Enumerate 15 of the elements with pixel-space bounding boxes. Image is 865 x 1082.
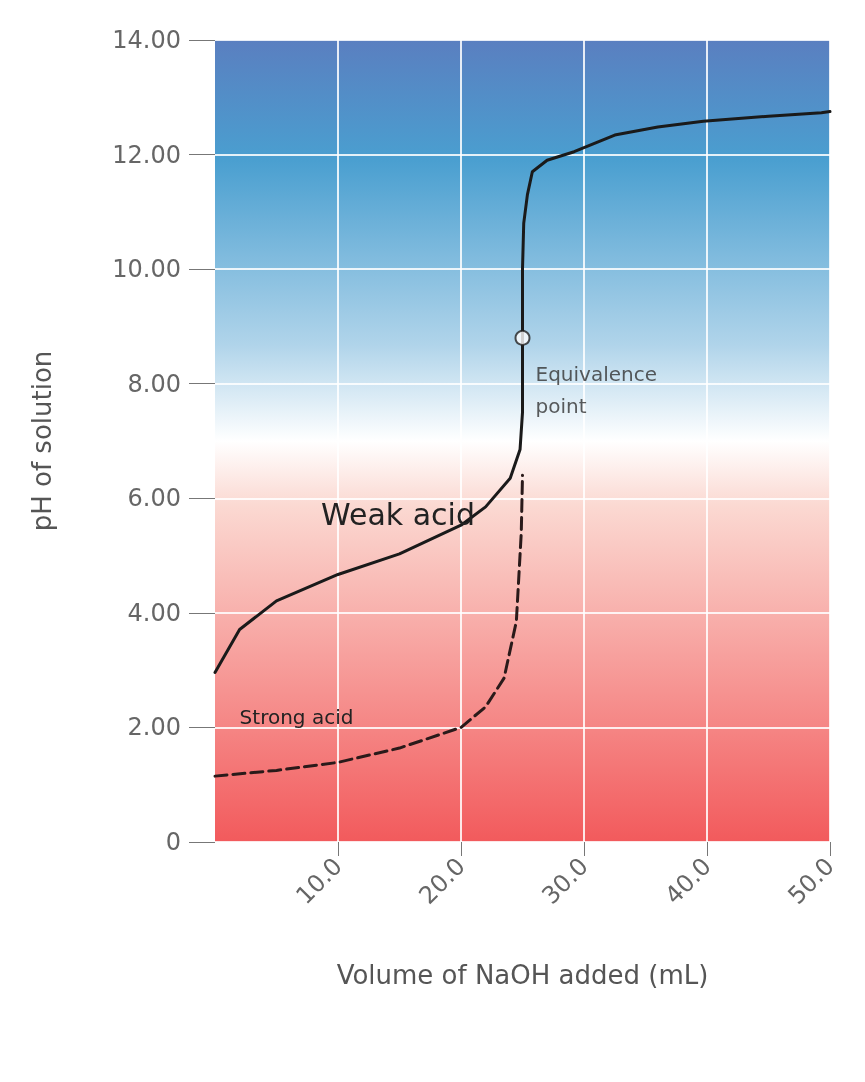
line-series: [213, 110, 832, 674]
y-axis-title: pH of solution: [27, 350, 57, 532]
series-label: Strong acid: [239, 705, 354, 730]
annotation: Equivalence point: [535, 361, 664, 418]
line-series: [213, 473, 524, 778]
y-tick-label: 0: [165, 828, 181, 856]
y-tick-label: 4.00: [127, 598, 181, 627]
y-tick-label: 12.00: [112, 140, 181, 169]
y-tick-label: 10.00: [112, 255, 181, 284]
y-tick-label: 6.00: [127, 484, 181, 513]
x-axis-title: Volume of NaOH added (mL): [336, 960, 709, 990]
y-tick-label: 14.00: [112, 26, 181, 54]
series-label: Weak acid: [321, 496, 475, 532]
y-tick-label: 2.00: [127, 713, 181, 742]
y-tick-label: 8.00: [127, 369, 181, 398]
